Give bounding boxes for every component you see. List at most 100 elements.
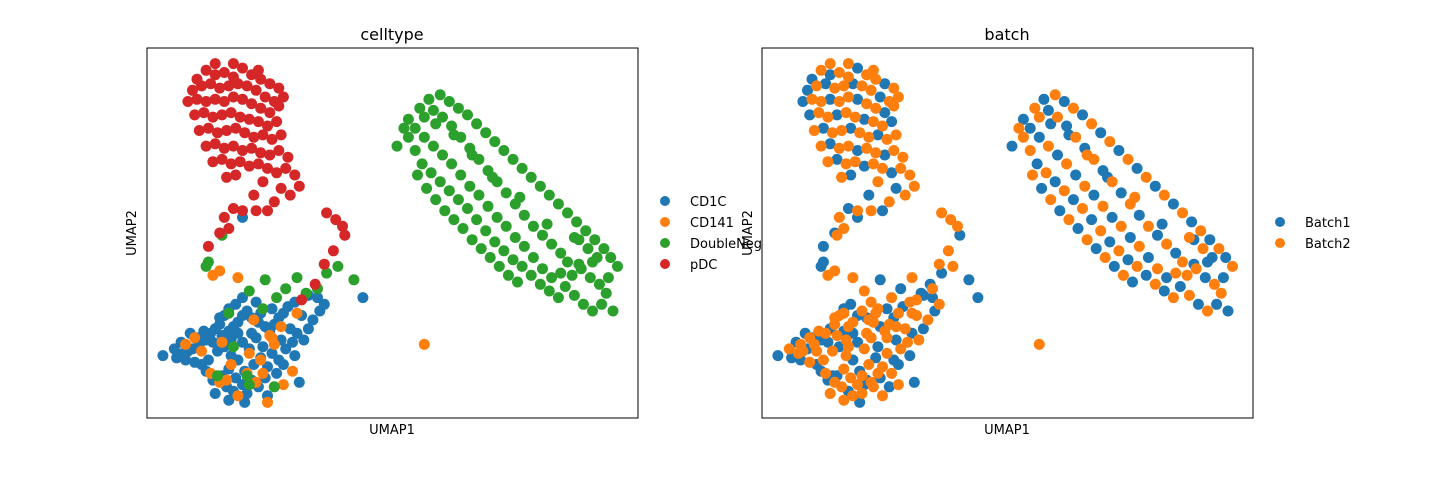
data-point-batch2 [845, 372, 857, 384]
data-point-pdc [237, 93, 248, 105]
data-point-batch1 [1095, 127, 1107, 139]
x-axis-label: UMAP1 [984, 423, 1030, 438]
data-point-batch1 [1170, 247, 1182, 259]
data-point-batch1 [1042, 104, 1054, 116]
data-point-doubleneg [430, 194, 442, 206]
data-point-batch2 [1140, 171, 1152, 183]
data-point-batch2 [1081, 149, 1093, 161]
data-point-pdc [282, 151, 294, 163]
data-point-cd1c [277, 359, 289, 370]
data-point-cd1c [239, 396, 251, 408]
data-point-cd1c [189, 356, 201, 368]
data-point-doubleneg [571, 216, 583, 228]
data-point-doubleneg [243, 285, 255, 297]
data-point-batch1 [1115, 187, 1127, 199]
data-point-pdc [268, 196, 280, 208]
data-point-doubleneg [543, 285, 555, 297]
legend-marker [1275, 217, 1285, 227]
data-point-batch2 [842, 140, 854, 152]
data-point-doubleneg [462, 203, 473, 214]
data-point-doubleneg [562, 256, 573, 268]
data-point-batch2 [872, 367, 884, 379]
data-point-batch1 [858, 160, 870, 172]
data-point-cd141 [216, 336, 228, 348]
data-point-batch2 [842, 58, 854, 70]
data-point-doubleneg [448, 129, 460, 141]
data-point-doubleneg [487, 171, 498, 183]
data-point-doubleneg [489, 136, 501, 148]
data-point-cd1c [232, 327, 244, 339]
data-point-doubleneg [423, 93, 435, 105]
data-point-doubleneg [321, 267, 333, 279]
data-point-doubleneg [589, 234, 601, 246]
data-point-pdc [227, 203, 239, 214]
data-point-batch2 [852, 205, 863, 217]
data-point-pdc [239, 127, 251, 139]
data-point-doubleneg [514, 191, 526, 203]
data-point-pdc [248, 131, 260, 143]
data-point-batch1 [1006, 140, 1018, 152]
data-point-batch1 [963, 274, 975, 286]
data-point-doubleneg [427, 140, 439, 152]
data-point-pdc [280, 162, 292, 174]
data-point-batch2 [1117, 269, 1129, 281]
data-point-pdc [200, 64, 212, 76]
batch-points [772, 58, 1238, 408]
data-point-batch1 [1017, 113, 1029, 125]
data-point-batch2 [838, 223, 850, 234]
data-point-doubleneg [546, 238, 558, 250]
data-point-batch1 [822, 336, 834, 348]
data-point-pdc [284, 189, 296, 201]
data-point-pdc [257, 176, 269, 188]
batch-panel: batch UMAP1 UMAP2 Batch1 Batch2 [741, 25, 1351, 438]
data-point-pdc [193, 125, 205, 136]
data-point-batch2 [1152, 263, 1163, 275]
data-point-batch1 [863, 189, 875, 201]
data-point-batch2 [1079, 180, 1091, 192]
data-point-doubleneg [527, 220, 539, 232]
data-point-batch1 [936, 267, 948, 279]
data-point-batch2 [833, 142, 845, 154]
data-point-batch2 [899, 323, 911, 335]
data-point-doubleneg [612, 260, 623, 272]
data-point-batch2 [806, 93, 818, 105]
data-point-batch1 [1142, 252, 1154, 263]
data-point-batch1 [883, 381, 895, 393]
data-point-pdc [339, 229, 351, 241]
data-point-batch2 [877, 162, 888, 174]
data-point-batch1 [824, 138, 836, 150]
data-point-doubleneg [223, 307, 235, 319]
data-point-batch2 [1213, 243, 1225, 255]
celltype-panel: celltype UMAP1 UMAP2 CD1C CD141 DoubleNeg p… [125, 25, 762, 438]
data-point-batch2 [1049, 89, 1061, 101]
data-point-pdc [227, 140, 239, 152]
data-point-batch2 [854, 127, 866, 139]
data-point-batch1 [1124, 232, 1136, 243]
data-point-doubleneg [509, 232, 521, 243]
data-point-doubleneg [518, 209, 530, 221]
legend-marker [660, 238, 670, 248]
data-point-batch1 [892, 359, 904, 370]
data-point-batch1 [797, 96, 809, 107]
data-point-pdc [264, 149, 276, 161]
data-point-batch2 [1013, 122, 1025, 134]
data-point-cd1c [312, 292, 323, 304]
data-point-batch2 [888, 145, 900, 156]
data-point-pdc [255, 73, 267, 85]
data-point-cd141 [243, 347, 255, 359]
data-point-pdc [225, 107, 237, 119]
data-point-doubleneg [500, 220, 512, 232]
data-point-pdc [221, 171, 233, 183]
data-point-doubleneg [464, 180, 476, 192]
data-point-pdc [214, 227, 226, 239]
data-point-batch2 [1052, 111, 1063, 123]
data-point-cd1c [280, 343, 292, 355]
data-point-doubleneg [409, 122, 421, 134]
data-point-batch2 [1099, 252, 1111, 263]
data-point-batch2 [892, 379, 904, 391]
data-point-doubleneg [500, 187, 512, 199]
data-point-cd1c [223, 394, 235, 406]
data-point-batch2 [1131, 260, 1143, 272]
data-point-doubleneg [605, 252, 617, 263]
data-point-doubleneg [427, 104, 439, 116]
